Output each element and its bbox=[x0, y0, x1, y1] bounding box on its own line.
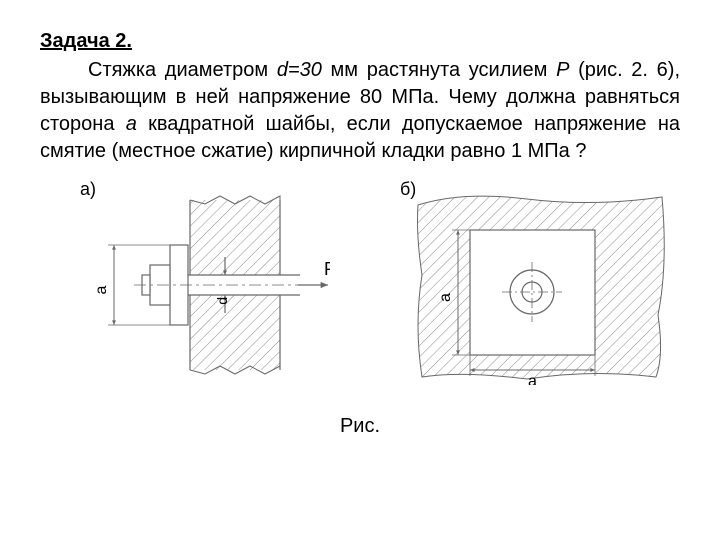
figure-a-svg: Pa d bbox=[50, 185, 330, 385]
text-d: d=30 bbox=[277, 59, 322, 81]
svg-text:a: a bbox=[528, 373, 537, 385]
text-pvar: Р bbox=[556, 59, 569, 81]
svg-text:a: a bbox=[437, 293, 454, 302]
problem-text: Стяжка диаметром d=30 мм растянута усили… bbox=[40, 57, 680, 165]
figure-caption: Рис. bbox=[40, 415, 680, 438]
figure-b: б) aa bbox=[410, 185, 670, 385]
text-p4: квадратной шайбы, если допускаемое напря… bbox=[40, 113, 680, 162]
text-p1: Стяжка диаметром bbox=[88, 59, 277, 81]
svg-text:a: a bbox=[93, 285, 110, 294]
figure-a: а) Pad bbox=[50, 185, 330, 385]
figure-b-svg: aa bbox=[410, 185, 670, 385]
figures: а) Pad б) aa bbox=[50, 185, 670, 385]
svg-text:P: P bbox=[324, 259, 330, 279]
figure-b-label: б) bbox=[400, 179, 416, 200]
text-avar: а bbox=[126, 113, 137, 135]
problem-title: Задача 2. bbox=[40, 30, 680, 53]
svg-text:d: d bbox=[214, 297, 230, 305]
figure-a-label: а) bbox=[80, 179, 96, 200]
text-p2: мм растянута усилием bbox=[322, 59, 556, 81]
